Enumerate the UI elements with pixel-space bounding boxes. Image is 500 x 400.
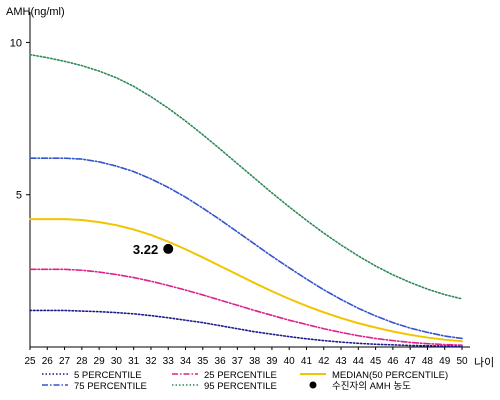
x-tick-label: 42 [318,356,330,367]
legend-label-95-percentile: 95 PERCENTILE [204,381,277,392]
y-tick-label: 10 [10,37,22,49]
chart-axes: AMH(ng/ml) 나이 [6,6,494,369]
series-line-95-percentile [29,53,463,300]
patient-marker: 3.22 [133,242,174,257]
x-tick-label: 44 [353,356,365,367]
series-line-25-percentile [29,268,463,346]
x-tick-label: 29 [94,356,106,367]
series-lines [29,53,463,348]
x-tick-label: 27 [59,356,71,367]
x-tick-label: 30 [111,356,123,367]
x-tick-label: 50 [456,356,468,367]
x-tick-label: 25 [24,356,36,367]
series-line-median-50-percentile [29,218,463,343]
x-tick-label: 45 [370,356,382,367]
patient-amh-value-label: 3.22 [133,242,158,257]
x-tick-label: 48 [422,356,434,367]
series-line-5-percentile [29,309,463,348]
legend-label-25-percentile: 25 PERCENTILE [204,370,277,381]
legend-label-75-percentile: 75 PERCENTILE [74,381,147,392]
series-line-75-percentile [29,157,463,340]
legend-label-5-percentile: 5 PERCENTILE [74,370,142,381]
legend-label-patient-amh: 수진자의 AMH 농도 [332,381,411,392]
y-ticks: 5 10 [10,37,30,202]
x-tick-label: 43 [335,356,347,367]
patient-amh-point [163,243,174,254]
legend-label-median-50-percentile: MEDIAN(50 PERCENTILE) [332,370,448,381]
legend-swatch-patient-point [309,381,317,389]
x-tick-label: 47 [405,356,417,367]
y-tick-label: 5 [16,190,22,202]
x-tick-label: 26 [42,356,54,367]
x-tick-label: 41 [301,356,313,367]
x-tick-label: 46 [387,356,399,367]
legend: 5 PERCENTILE 25 PERCENTILE MEDIAN(50 PERCE… [42,370,448,392]
x-tick-label: 28 [76,356,88,367]
x-tick-label: 38 [249,356,261,367]
x-tick-label: 33 [163,356,175,367]
x-tick-label: 37 [232,356,244,367]
x-tick-label: 31 [128,356,140,367]
x-tick-label: 36 [215,356,227,367]
x-tick-label: 49 [439,356,451,367]
x-tick-label: 34 [180,356,192,367]
x-axis-label: 나이 [474,356,494,369]
x-ticks: 25 26 27 28 29 30 31 32 33 34 35 36 37 38 39 40 41 42 43 44… [24,347,468,367]
x-tick-label: 40 [284,356,296,367]
x-tick-label: 32 [145,356,157,367]
x-tick-label: 35 [197,356,209,367]
x-tick-label: 39 [266,356,278,367]
y-axis-label: AMH(ng/ml) [6,6,65,18]
